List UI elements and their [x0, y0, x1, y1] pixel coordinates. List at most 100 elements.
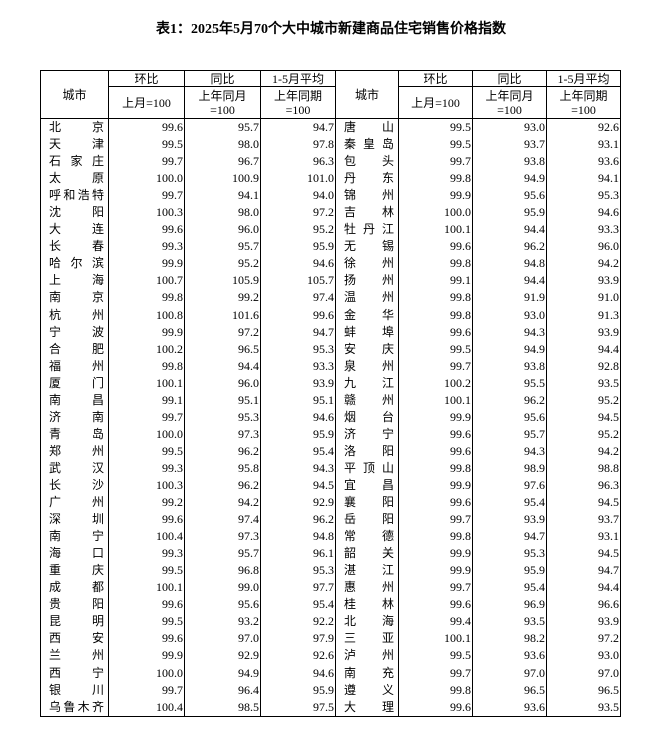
avg-index: 95.3 [260, 562, 336, 580]
city-name: 三亚 [335, 630, 399, 648]
table-row: 合肥 100.2 96.5 95.3 安庆 99.5 94.9 94.4 [40, 340, 621, 358]
yoy-index: 95.7 [184, 545, 261, 563]
header-avg: 1-5月平均 [546, 70, 621, 87]
city-name: 徐州 [335, 255, 399, 273]
mom-index: 99.8 [398, 255, 473, 273]
table-row: 呼和浩特 99.7 94.1 94.0 锦州 99.9 95.6 95.3 [40, 187, 621, 205]
yoy-index: 97.2 [184, 323, 261, 341]
avg-index: 93.9 [546, 272, 621, 290]
header-yoy-base-line1: 上年同月 [485, 88, 534, 103]
yoy-index: 99.0 [184, 579, 261, 597]
yoy-index: 94.3 [472, 323, 547, 341]
yoy-index: 96.2 [472, 391, 547, 409]
avg-index: 94.5 [546, 408, 621, 426]
mom-index: 99.5 [108, 562, 185, 580]
table-row: 西宁 100.0 94.9 94.6 南充 99.7 97.0 97.0 [40, 664, 621, 682]
yoy-index: 94.7 [472, 528, 547, 546]
avg-index: 94.8 [260, 528, 336, 546]
yoy-index: 105.9 [184, 272, 261, 290]
yoy-index: 93.6 [472, 647, 547, 665]
yoy-index: 95.4 [472, 579, 547, 597]
avg-index: 92.8 [546, 357, 621, 375]
table-row: 天津 99.5 98.0 97.8 秦皇岛 99.5 93.7 93.1 [40, 136, 621, 154]
avg-index: 97.2 [546, 630, 621, 648]
yoy-index: 95.3 [184, 408, 261, 426]
yoy-index: 95.7 [472, 425, 547, 443]
avg-index: 94.3 [260, 459, 336, 477]
yoy-index: 96.2 [184, 476, 261, 495]
mom-index: 99.1 [398, 272, 473, 290]
table-row: 兰州 99.9 92.9 92.6 泸州 99.5 93.6 93.0 [40, 647, 621, 665]
city-name: 岳阳 [335, 511, 399, 529]
yoy-index: 97.6 [472, 476, 547, 495]
mom-index: 99.6 [108, 630, 185, 648]
city-name: 天津 [40, 136, 109, 154]
city-name: 武汉 [40, 459, 109, 477]
mom-index: 99.9 [398, 476, 473, 495]
avg-index: 94.5 [546, 494, 621, 512]
yoy-index: 95.6 [184, 596, 261, 614]
city-name: 烟台 [335, 408, 399, 426]
table-row: 杭州 100.8 101.6 99.6 金华 99.8 93.0 91.3 [40, 306, 621, 324]
avg-index: 97.9 [260, 630, 336, 648]
table-row: 北京 99.6 95.7 94.7 唐山 99.5 93.0 92.6 [40, 118, 621, 137]
city-name: 哈尔滨 [40, 255, 109, 273]
yoy-index: 93.9 [472, 511, 547, 529]
table-row: 贵阳 99.6 95.6 95.4 桂林 99.6 96.9 96.6 [40, 596, 621, 614]
mom-index: 99.6 [108, 118, 185, 137]
yoy-index: 95.1 [184, 391, 261, 409]
yoy-index: 94.3 [472, 442, 547, 460]
avg-index: 97.8 [260, 136, 336, 154]
yoy-index: 95.9 [472, 204, 547, 222]
avg-index: 96.6 [546, 596, 621, 614]
mom-index: 100.7 [108, 272, 185, 290]
city-name: 泸州 [335, 647, 399, 665]
city-name: 秦皇岛 [335, 136, 399, 154]
avg-index: 93.1 [546, 528, 621, 546]
yoy-index: 96.7 [184, 153, 261, 171]
mom-index: 100.0 [398, 204, 473, 222]
mom-index: 99.8 [398, 306, 473, 324]
city-name: 昆明 [40, 613, 109, 631]
yoy-index: 93.8 [472, 153, 547, 171]
table-row: 青岛 100.0 97.3 95.9 济宁 99.6 95.7 95.2 [40, 425, 621, 443]
mom-index: 99.7 [398, 357, 473, 375]
avg-index: 97.5 [260, 698, 336, 717]
table-row: 石家庄 99.7 96.7 96.3 包头 99.7 93.8 93.6 [40, 153, 621, 171]
city-name: 常德 [335, 528, 399, 546]
header-yoy: 同比 [184, 70, 261, 87]
header-city: 城市 [40, 70, 109, 119]
city-name: 乌鲁木齐 [40, 698, 109, 717]
yoy-index: 93.0 [472, 118, 547, 137]
city-name: 贵阳 [40, 596, 109, 614]
city-name: 赣州 [335, 391, 399, 409]
city-name: 兰州 [40, 647, 109, 665]
table-row: 长沙 100.3 96.2 94.5 宜昌 99.9 97.6 96.3 [40, 476, 621, 495]
mom-index: 100.4 [108, 698, 185, 717]
city-name: 唐山 [335, 118, 399, 137]
city-name: 厦门 [40, 374, 109, 392]
yoy-index: 97.3 [184, 528, 261, 546]
table-row: 成都 100.1 99.0 97.7 惠州 99.7 95.4 94.4 [40, 579, 621, 597]
yoy-index: 91.9 [472, 289, 547, 307]
yoy-index: 95.4 [472, 494, 547, 512]
yoy-index: 94.8 [472, 255, 547, 273]
city-name: 重庆 [40, 562, 109, 580]
mom-index: 100.1 [398, 391, 473, 409]
mom-index: 99.6 [398, 238, 473, 256]
header-avg-base-line2: =100 [571, 102, 596, 117]
avg-index: 94.5 [260, 476, 336, 495]
yoy-index: 95.5 [472, 374, 547, 392]
yoy-index: 93.8 [472, 357, 547, 375]
mom-index: 99.8 [108, 289, 185, 307]
city-name: 遵义 [335, 681, 399, 699]
yoy-index: 93.0 [472, 306, 547, 324]
avg-index: 93.9 [546, 323, 621, 341]
avg-index: 94.2 [546, 255, 621, 273]
city-name: 宁波 [40, 323, 109, 341]
avg-index: 95.2 [260, 221, 336, 239]
yoy-index: 96.5 [184, 340, 261, 358]
table-row: 太原 100.0 100.9 101.0 丹东 99.8 94.9 94.1 [40, 170, 621, 188]
avg-index: 95.4 [260, 596, 336, 614]
mom-index: 99.9 [108, 255, 185, 273]
